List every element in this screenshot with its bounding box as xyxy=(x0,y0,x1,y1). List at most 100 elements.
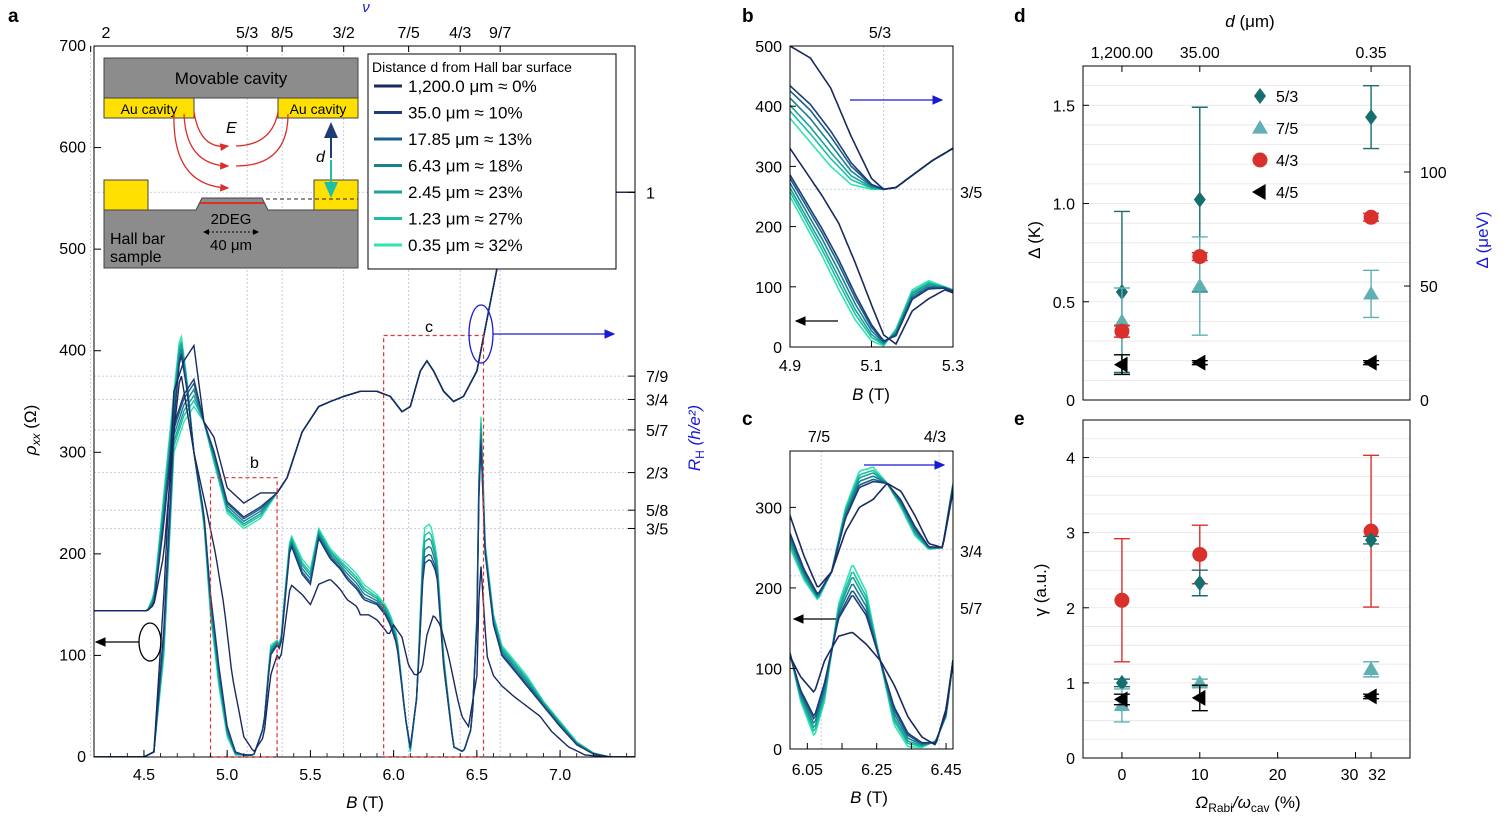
panel-c-gridlines xyxy=(790,451,953,749)
rho-xx-curve xyxy=(790,187,953,345)
y-tick-label: 200 xyxy=(59,546,86,563)
rho-xx-curve xyxy=(790,631,953,746)
data-point xyxy=(1363,209,1379,225)
panel-b-xlabel: B (T) xyxy=(852,385,890,404)
au-cavity-right-label: Au cavity xyxy=(290,101,347,117)
hall-resistance-curve xyxy=(94,191,635,757)
y-tick-label: 0 xyxy=(77,749,86,766)
rho-xx-curve xyxy=(790,177,953,343)
legend-entry-label: 1.23 μm ≈ 27% xyxy=(408,210,523,229)
panel-c-right-label-1: 3/4 xyxy=(960,544,982,561)
rh-level-label: 5/8 xyxy=(646,503,668,520)
x-tick-label: 5.1 xyxy=(860,358,882,375)
movable-cavity-block xyxy=(103,57,359,99)
y-tick-label: 400 xyxy=(59,343,86,360)
rho-xx-curve xyxy=(790,182,953,344)
panel-b-right-label: 3/5 xyxy=(960,185,982,202)
panel-d: 0 0.5 1.0 1.5 0 50 100 1,200.00 35.00 0.35 d (μ… xyxy=(1025,12,1492,410)
sample-label-line2: sample xyxy=(110,249,162,266)
data-point xyxy=(1193,574,1206,591)
hall-resistance-curve xyxy=(790,85,953,191)
movable-cavity-label: Movable cavity xyxy=(175,69,288,88)
data-point xyxy=(1192,249,1208,265)
panel-a-ylabel: ρxx (Ω) xyxy=(21,405,43,457)
data-point xyxy=(1113,313,1130,328)
panel-d-top-label: d (μm) xyxy=(1225,12,1274,31)
hall-resistance-curve xyxy=(94,191,635,757)
panel-c-curves xyxy=(790,466,953,749)
rh-axis-ellipse xyxy=(468,304,494,364)
data-point xyxy=(1363,688,1377,705)
distance-d-label: d xyxy=(316,149,326,166)
hall-resistance-curve xyxy=(790,97,953,191)
y-tick-label: 300 xyxy=(755,159,782,176)
panel-d-ylabel: Δ (K) xyxy=(1025,221,1044,259)
rh-level-label: 5/7 xyxy=(646,423,668,440)
panel-a-x-ticks: 4.5 5.0 5.5 6.0 6.5 7.0 xyxy=(110,750,628,784)
panel-e-frame xyxy=(1082,419,1411,759)
y-tick-label: 200 xyxy=(755,220,782,237)
panel-d-legend: 5/3 7/5 4/3 4/5 xyxy=(1252,88,1298,202)
legend-marker xyxy=(1252,184,1266,200)
rho-xx-curve xyxy=(790,174,953,342)
rho-axis-ellipse xyxy=(138,622,162,662)
electric-field-lines xyxy=(173,111,289,192)
legend-entry-label: 6.43 μm ≈ 18% xyxy=(408,157,523,176)
right-tick-label: 100 xyxy=(1420,165,1447,182)
panel-b-frame xyxy=(789,45,954,348)
panel-d-points xyxy=(1113,84,1380,376)
panel-b-top-label: 5/3 xyxy=(869,25,891,42)
x-tick-label: 6.25 xyxy=(861,762,892,779)
panel-b-x-ticks: 4.9 5.1 5.3 xyxy=(779,341,964,375)
x-tick-label: 5.3 xyxy=(942,358,964,375)
nu-tick-label: 2 xyxy=(102,25,111,42)
au-cavity-left xyxy=(103,97,195,119)
au-cavity-right xyxy=(277,97,359,119)
panel-c-y-ticks: 0 100 200 300 xyxy=(755,500,796,759)
zoom-box-c xyxy=(383,334,485,758)
panel-d-frame xyxy=(1082,65,1411,401)
data-point xyxy=(1113,691,1128,708)
panel-d-right-ticks: 0 50 100 xyxy=(1404,165,1447,410)
nu-tick-label: 9/7 xyxy=(489,25,511,42)
y-tick-label: 1 xyxy=(1066,676,1075,693)
legend-entry-label: 1,200.0 μm ≈ 0% xyxy=(408,77,537,96)
data-point xyxy=(1363,285,1380,300)
data-point xyxy=(1363,523,1379,539)
rho-xx-curve xyxy=(790,191,953,346)
data-point xyxy=(1114,323,1130,339)
nu-axis-label: ν xyxy=(362,0,370,16)
x-tick-label: 6.5 xyxy=(466,767,488,784)
2deg-label: 2DEG xyxy=(211,211,252,228)
x-tick-label: 4.5 xyxy=(133,767,155,784)
panel-b-curves xyxy=(790,46,953,347)
y-tick-label: 0 xyxy=(1066,393,1075,410)
e-field-label: E xyxy=(226,120,237,137)
y-tick-label: 100 xyxy=(755,280,782,297)
panel-a: b c 4.5 5.0 5.5 6.0 6.5 7.0 0 100 200 300 400 500 6… xyxy=(21,0,707,812)
panel-c-frame xyxy=(789,450,954,750)
x-tick-label: 4.9 xyxy=(779,358,801,375)
y-tick-label: 400 xyxy=(755,99,782,116)
legend-label: 7/5 xyxy=(1276,121,1298,138)
hall-resistance-curve xyxy=(94,191,635,757)
y-tick-label: 700 xyxy=(59,38,86,55)
y-tick-label: 0 xyxy=(773,340,782,357)
panel-letter-e: e xyxy=(1014,409,1025,430)
data-point xyxy=(1115,674,1128,691)
rho-xx-curve xyxy=(790,147,953,346)
y-tick-label: 100 xyxy=(59,647,86,664)
panel-b-y-ticks: 0 100 200 300 400 500 xyxy=(755,39,796,357)
x-tick-label: 6.05 xyxy=(792,762,823,779)
data-point xyxy=(1191,689,1206,706)
rho-xx-curve xyxy=(94,355,635,757)
y-tick-label: 0.5 xyxy=(1053,295,1075,312)
x-tick-label: 6.0 xyxy=(383,767,405,784)
hall-resistance-curve xyxy=(94,191,635,757)
legend-entry-label: 0.35 μm ≈ 32% xyxy=(408,236,523,255)
nu-tick-label: 7/5 xyxy=(397,25,419,42)
panel-b-gridlines xyxy=(790,46,953,347)
hall-resistance-curve xyxy=(790,472,953,599)
rho-xx-curve xyxy=(790,595,953,744)
rho-xx-curve xyxy=(790,576,953,747)
